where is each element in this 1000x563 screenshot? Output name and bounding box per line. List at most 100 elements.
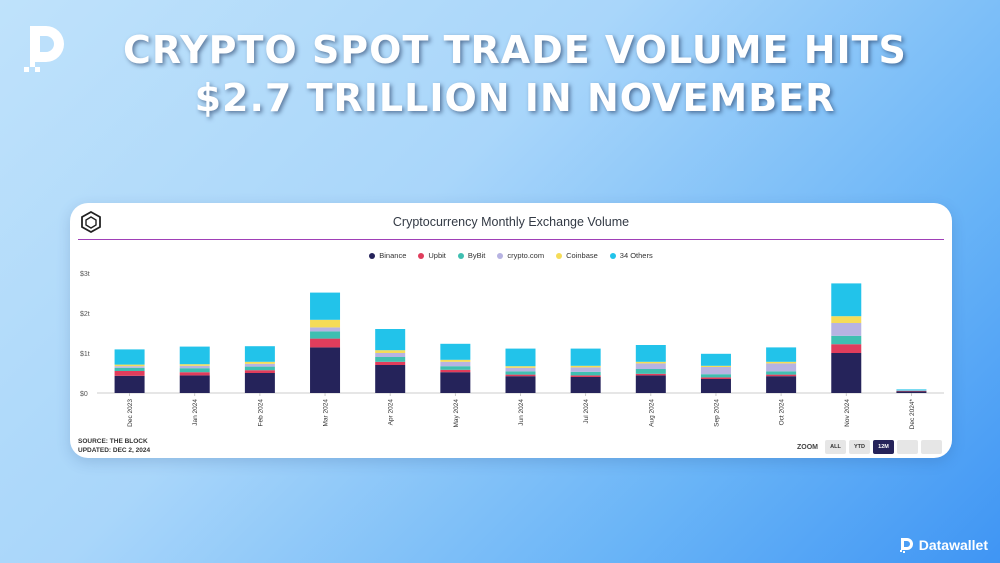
bar-segment-binance-sep-2024 — [700, 379, 731, 393]
x-tick-label: Dec 2023 — [127, 399, 134, 427]
bar-segment-34-others-may-2024 — [440, 343, 471, 360]
bar-segment-coinbase-may-2024 — [440, 359, 471, 362]
bar-segment-binance-aug-2024 — [635, 375, 666, 393]
bar-segment-crypto-com-jan-2024 — [179, 365, 210, 369]
y-tick-label: $3t — [80, 271, 90, 278]
bar-segment-coinbase-sep-2024 — [700, 365, 731, 367]
bar-segment-bybit-sep-2024 — [700, 374, 731, 378]
bar-segment-bybit-may-2024 — [440, 366, 471, 370]
bar-segment-crypto-com-aug-2024 — [635, 363, 666, 369]
bar-segment-34-others-feb-2024 — [244, 346, 275, 362]
bar-segment-crypto-com-apr-2024 — [375, 353, 406, 357]
bar-segment-34-others-sep-2024 — [700, 353, 731, 366]
bar-segment-bybit-apr-2024 — [375, 357, 406, 362]
legend-item-bybit[interactable]: ByBit — [457, 251, 485, 260]
bar-segment-coinbase-apr-2024 — [375, 350, 406, 353]
bar-segment-upbit-sep-2024 — [700, 377, 731, 379]
legend-item-34-others[interactable]: 34 Others — [609, 251, 653, 260]
bar-segment-coinbase-dec-2023 — [114, 364, 145, 367]
x-tick-label: Aug 2024 — [648, 399, 655, 427]
bar-segment-34-others-nov-2024 — [831, 283, 862, 317]
zoom-controls: ZOOM ALL YTD 12M — [797, 440, 942, 454]
bar-segment-binance-dec-2024 — [896, 391, 927, 393]
chart-card: Cryptocurrency Monthly Exchange Volume B… — [70, 203, 952, 458]
bar-segment-upbit-nov-2024 — [831, 344, 862, 353]
bar-segment-upbit-oct-2024 — [766, 374, 797, 377]
bar-segment-crypto-com-sep-2024 — [700, 367, 731, 375]
bar-segment-coinbase-jul-2024 — [570, 365, 601, 368]
chart-legend: Binance Upbit ByBit crypto.com Coinbase 34 Ot… — [70, 251, 952, 260]
zoom-button-ytd[interactable]: YTD — [849, 440, 870, 454]
title-divider — [78, 239, 944, 240]
legend-label: 34 Others — [619, 251, 653, 260]
source-line: SOURCE: THE BLOCK — [78, 438, 148, 445]
bar-segment-upbit-may-2024 — [440, 369, 471, 373]
x-tick-label: Mar 2024 — [323, 399, 330, 427]
bar-segment-binance-jul-2024 — [570, 377, 601, 393]
bar-segment-34-others-jul-2024 — [570, 348, 601, 366]
bar-segment-upbit-jan-2024 — [179, 372, 210, 376]
bar-segment-upbit-aug-2024 — [635, 373, 666, 376]
legend-swatch — [609, 252, 616, 259]
bar-segment-binance-feb-2024 — [244, 373, 275, 393]
bar-segment-binance-nov-2024 — [831, 353, 862, 393]
source-note: SOURCE: THE BLOCK UPDATED: DEC 2, 2024 — [78, 438, 150, 455]
bar-segment-bybit-oct-2024 — [766, 371, 797, 375]
bar-segment-binance-mar-2024 — [310, 347, 341, 393]
zoom-button-blank[interactable] — [897, 440, 918, 454]
bar-segment-coinbase-nov-2024 — [831, 316, 862, 323]
headline-line-2: $2.7 TRILLION IN NOVEMBER — [194, 76, 836, 120]
zoom-button-all[interactable]: ALL — [825, 440, 846, 454]
bar-segment-crypto-com-dec-2024 — [896, 390, 927, 391]
bar-segment-crypto-com-feb-2024 — [244, 363, 275, 367]
legend-label: Upbit — [428, 251, 446, 260]
bar-segment-binance-dec-2023 — [114, 375, 145, 393]
bar-segment-34-others-apr-2024 — [375, 329, 406, 351]
the-block-logo-icon — [81, 211, 101, 233]
footer-brand-name: Datawallet — [918, 537, 988, 553]
bar-segment-upbit-mar-2024 — [310, 338, 341, 348]
bar-segment-upbit-dec-2023 — [114, 371, 145, 376]
bar-segment-bybit-nov-2024 — [831, 335, 862, 345]
x-tick-label: Nov 2024 — [844, 399, 851, 427]
bar-segment-coinbase-aug-2024 — [635, 361, 666, 364]
x-tick-label: Jun 2024 — [518, 399, 525, 426]
bar-segment-crypto-com-may-2024 — [440, 361, 471, 367]
zoom-label: ZOOM — [797, 443, 818, 451]
legend-item-upbit[interactable]: Upbit — [418, 251, 446, 260]
bar-segment-upbit-dec-2024 — [896, 391, 927, 392]
x-tick-label: Jan 2024 — [192, 399, 199, 426]
bar-segment-bybit-feb-2024 — [244, 366, 275, 371]
legend-swatch — [497, 252, 504, 259]
x-tick-label: Sep 2024 — [713, 399, 720, 427]
bar-segment-crypto-com-jun-2024 — [505, 367, 536, 372]
legend-swatch — [418, 252, 425, 259]
bar-segment-crypto-com-nov-2024 — [831, 323, 862, 336]
bar-segment-coinbase-oct-2024 — [766, 361, 797, 364]
datawallet-small-logo-icon — [899, 538, 913, 553]
x-tick-label: Jul 2024 — [583, 399, 590, 424]
bar-segment-crypto-com-dec-2023 — [114, 366, 145, 368]
bar-segment-binance-apr-2024 — [375, 365, 406, 393]
chart-plot: $0 $1t $2t $3t Dec 2023 Jan 2024 Feb 2024 Mar 2… — [80, 271, 944, 429]
zoom-button-12m[interactable]: 12M — [873, 440, 894, 454]
bar-segment-34-others-oct-2024 — [766, 347, 797, 362]
x-tick-label: May 2024 — [453, 399, 460, 428]
y-tick-label: $2t — [80, 311, 90, 318]
bar-segment-coinbase-mar-2024 — [310, 319, 341, 328]
bar-segment-34-others-aug-2024 — [635, 345, 666, 362]
zoom-button-blank[interactable] — [921, 440, 942, 454]
bar-segment-bybit-jun-2024 — [505, 371, 536, 375]
x-tick-label: Feb 2024 — [257, 399, 264, 427]
bar-segment-binance-jun-2024 — [505, 376, 536, 393]
legend-swatch — [369, 252, 376, 259]
y-tick-label: $1t — [80, 351, 90, 358]
bar-segment-binance-jan-2024 — [179, 375, 210, 393]
legend-item-crypto-com[interactable]: crypto.com — [497, 251, 544, 260]
legend-item-binance[interactable]: Binance — [369, 251, 406, 260]
bar-segment-bybit-dec-2024 — [896, 390, 927, 392]
bar-segment-34-others-jun-2024 — [505, 348, 536, 367]
legend-item-coinbase[interactable]: Coinbase — [556, 251, 598, 260]
legend-swatch — [457, 252, 464, 259]
bar-segment-34-others-mar-2024 — [310, 292, 341, 320]
